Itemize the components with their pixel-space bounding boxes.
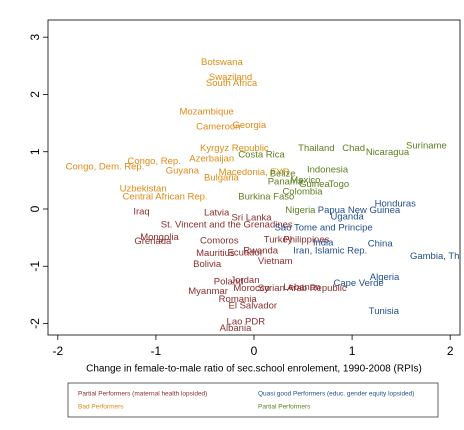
point-label: Algeria: [370, 272, 400, 283]
point-label: Swaziland: [209, 72, 252, 83]
point-label: Iran, Islamic Rep.: [293, 245, 367, 256]
point-label: Indonesia: [307, 165, 349, 176]
point-label: Iraq: [133, 206, 149, 217]
point-label: Jordan: [230, 275, 259, 286]
point-label: Georgia: [232, 120, 267, 131]
point-label: Botswana: [201, 57, 243, 68]
point-label: Comoros: [200, 236, 239, 247]
point-label: Guyana: [166, 166, 200, 177]
y-tick-label: -1: [28, 261, 42, 272]
x-tick-label: -2: [52, 344, 63, 358]
point-label: Sri Lanka: [231, 213, 272, 224]
point-label: Grenada: [134, 236, 172, 247]
point-label: Costa Rica: [238, 150, 285, 161]
point-label: Central African Rep.: [123, 191, 208, 202]
legend-label: Partial Performers (maternal health lops…: [78, 391, 207, 398]
x-tick-label: 1: [349, 344, 356, 358]
point-label: Bolivia: [193, 259, 222, 270]
legend: [67, 382, 439, 418]
point-label: Thailand: [298, 143, 334, 154]
legend-label: Quasi good Performers (educ. gender equi…: [258, 391, 414, 398]
point-label: Poland: [214, 276, 244, 287]
point-label: St. Vincent and the Grenadines: [161, 220, 293, 231]
y-tick-label: 0: [28, 205, 42, 212]
point-label: Vietnam: [258, 256, 293, 267]
point-label: Turkey: [264, 234, 293, 245]
point-label: Mexico: [290, 175, 320, 186]
point-label: Tunisia: [369, 306, 400, 317]
x-tick-label: -1: [151, 344, 162, 358]
y-tick-label: 1: [28, 148, 42, 155]
point-label: Cameroon: [196, 122, 240, 133]
point-label: Kyrgyz Republic: [200, 143, 269, 154]
point-label: Gambia, The: [410, 251, 464, 262]
point-label: Nicaragua: [366, 147, 410, 158]
x-tick-label: 2: [447, 344, 454, 358]
point-label: Nigeria: [285, 205, 316, 216]
point-label: China: [368, 238, 394, 249]
point-label: Lao PDR: [227, 316, 266, 327]
legend-label: Bad Performers: [78, 404, 124, 411]
point-label: Romania: [219, 294, 258, 305]
point-label: Ecuador: [228, 248, 263, 259]
y-tick-label: -2: [28, 318, 42, 329]
point-label: Burkina Faso: [238, 191, 294, 202]
x-tick-label: 0: [251, 344, 258, 358]
point-label: Uganda: [331, 212, 365, 223]
point-label: Azerbaijan: [189, 154, 234, 165]
x-axis-label: Change in female-to-male ratio of sec.sc…: [86, 364, 422, 375]
point-label: South Africa: [206, 78, 258, 89]
point-label: Rwanda: [243, 245, 279, 256]
point-label: Guinea: [299, 179, 330, 190]
point-label: Panama: [268, 177, 304, 188]
plot-area: [47, 19, 461, 336]
y-tick-label: 2: [28, 91, 42, 98]
point-label: Honduras: [375, 198, 416, 209]
point-label: Bulgaria: [204, 173, 240, 184]
point-label: Congo, Dem. Rep.: [66, 162, 145, 173]
point-label: Mongolia: [140, 232, 179, 243]
point-label: Philippines: [283, 234, 329, 245]
point-label: Colombia: [282, 186, 323, 197]
point-label: Lebanon: [283, 282, 320, 293]
point-label: Mauritius: [196, 248, 235, 259]
point-label: Macedonia, FYR: [219, 167, 290, 178]
point-label: Mozambique: [179, 107, 233, 118]
point-label: Morocco: [233, 283, 269, 294]
point-label: Suriname: [406, 141, 447, 152]
point-label: Chad: [342, 143, 365, 154]
point-label: Myanmar: [188, 286, 228, 297]
point-label: Congo, Rep.: [127, 156, 180, 167]
point-label: Togo: [329, 179, 350, 190]
point-label: Syrian Arab Republic: [258, 283, 347, 294]
point-label: Papua New Guinea: [318, 205, 401, 216]
point-label: El Salvador: [228, 300, 277, 311]
point-label: Latvia: [204, 208, 230, 219]
point-label: Belize: [270, 169, 296, 180]
point-label: Sao Tome and Principe: [275, 222, 373, 233]
point-label: Albania: [220, 323, 252, 334]
point-label: Uzbekistan: [120, 183, 167, 194]
point-label: India: [313, 237, 334, 248]
legend-label: Partial Performers: [258, 404, 311, 411]
point-label: Cape Verde: [333, 278, 383, 289]
y-tick-label: 3: [28, 34, 42, 41]
